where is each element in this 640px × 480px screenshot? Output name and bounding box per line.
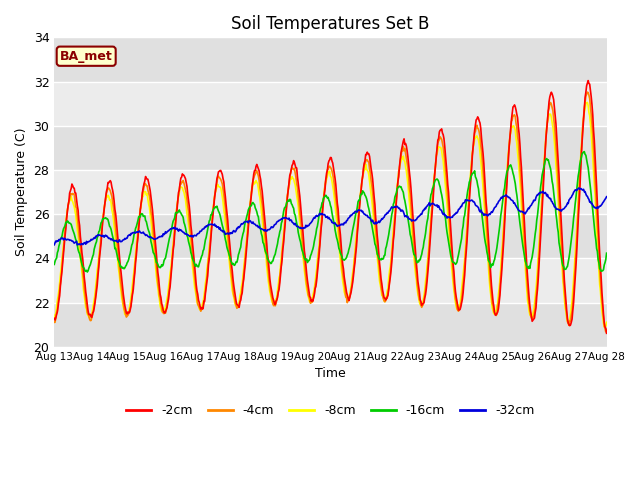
X-axis label: Time: Time bbox=[315, 367, 346, 380]
Bar bbox=[54, 302, 607, 347]
Bar bbox=[54, 170, 607, 214]
Bar bbox=[54, 37, 607, 82]
Y-axis label: Soil Temperature (C): Soil Temperature (C) bbox=[15, 128, 28, 256]
Text: BA_met: BA_met bbox=[60, 50, 113, 63]
Bar bbox=[54, 126, 607, 170]
Title: Soil Temperatures Set B: Soil Temperatures Set B bbox=[231, 15, 429, 33]
Legend: -2cm, -4cm, -8cm, -16cm, -32cm: -2cm, -4cm, -8cm, -16cm, -32cm bbox=[121, 399, 540, 422]
Bar bbox=[54, 214, 607, 258]
Bar bbox=[54, 82, 607, 126]
Bar bbox=[54, 258, 607, 302]
